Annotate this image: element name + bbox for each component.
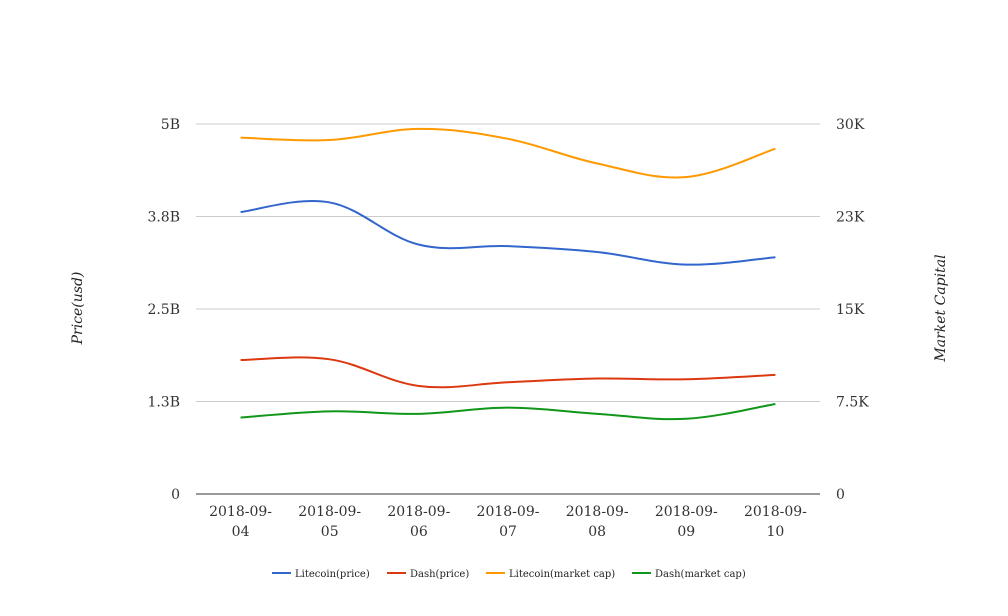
left-axis-tick-label: 5B <box>161 117 180 133</box>
legend-item-dash-price[interactable]: Dash(price) <box>387 569 469 580</box>
right-axis-tick-label: 7.5K <box>836 395 869 411</box>
right-axis-tick-label: 30K <box>836 117 865 133</box>
legend-item-litecoin-price[interactable]: Litecoin(price) <box>272 569 370 580</box>
x-axis-tick-label: 2018-09-04 <box>209 504 272 540</box>
legend-label: Dash(market cap) <box>655 569 746 580</box>
series-lines <box>240 127 776 421</box>
right-axis-ticks: 0 7.5K 15K 23K 30K <box>836 117 869 503</box>
series-line-litecoin-market-cap <box>240 127 776 179</box>
legend-label: Dash(price) <box>410 569 469 580</box>
x-axis-tick-label: 2018-09-06 <box>387 504 450 540</box>
left-axis-title: Price(usd) <box>70 272 86 346</box>
series-line-litecoin-price <box>240 200 776 266</box>
right-axis-title: Market Capital <box>933 254 949 362</box>
legend-label: Litecoin(market cap) <box>509 569 615 580</box>
x-axis-ticks: 2018-09-04 2018-09-05 2018-09-06 2018-09-07… <box>209 504 807 540</box>
x-axis-tick-label: 2018-09-07 <box>477 504 540 540</box>
x-axis-tick-label: 2018-09-09 <box>655 504 718 540</box>
left-axis-tick-label: 2.5B <box>147 302 180 318</box>
left-axis-tick-label: 0 <box>171 487 180 503</box>
legend-item-litecoin-market-cap[interactable]: Litecoin(market cap) <box>486 569 615 580</box>
right-axis-tick-label: 0 <box>836 487 845 503</box>
legend-item-dash-market-cap[interactable]: Dash(market cap) <box>632 569 746 580</box>
x-axis-tick-label: 2018-09-08 <box>566 504 629 540</box>
x-axis-tick-label: 2018-09-05 <box>298 504 361 540</box>
legend-label: Litecoin(price) <box>295 569 370 580</box>
left-axis-ticks: 0 1.3B 2.5B 3.8B 5B <box>147 117 180 503</box>
grid-lines <box>196 123 820 495</box>
left-axis-tick-label: 1.3B <box>147 395 180 411</box>
series-line-dash-price <box>240 356 776 389</box>
left-axis-tick-label: 3.8B <box>147 210 180 226</box>
series-line-dash-market-cap <box>240 402 776 421</box>
x-axis-tick-label: 2018-09-10 <box>744 504 807 540</box>
legend: Litecoin(price) Dash(price) Litecoin(marke… <box>272 569 746 580</box>
right-axis-tick-label: 23K <box>836 210 865 226</box>
right-axis-tick-label: 15K <box>836 302 865 318</box>
